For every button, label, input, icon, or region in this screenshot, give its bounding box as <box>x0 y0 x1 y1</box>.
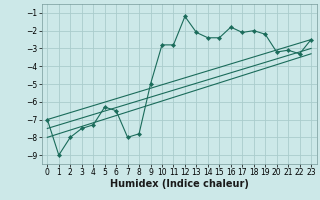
X-axis label: Humidex (Indice chaleur): Humidex (Indice chaleur) <box>110 179 249 189</box>
